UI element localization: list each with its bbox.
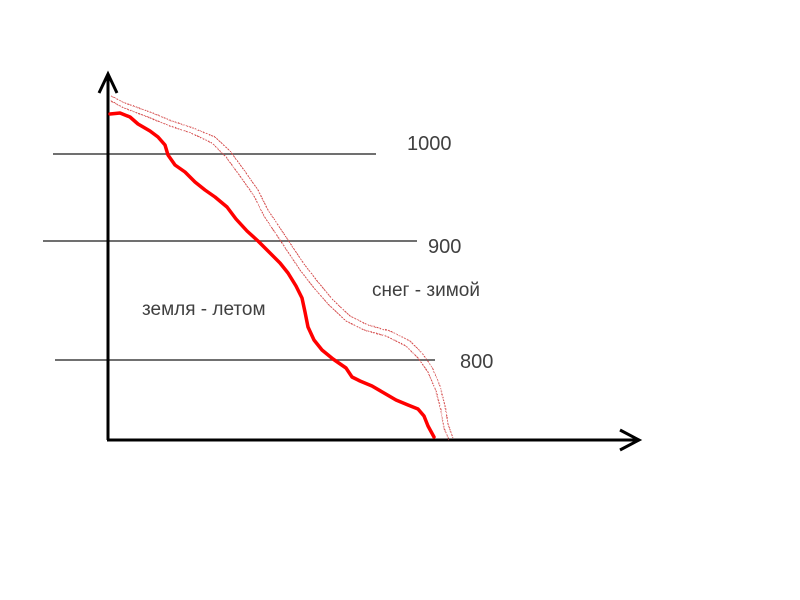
x-axis [107,428,643,452]
level-label-1000: 1000 [407,133,452,155]
y-axis [97,70,119,440]
snow-winter-curve [110,95,454,441]
y-axis-arrow-icon [97,70,119,94]
annotation-snow-winter: снег - зимой [372,280,480,301]
annotation-ground-summer: земля - летом [142,299,266,320]
ground-summer-curve [108,111,436,439]
level-label-800: 800 [460,351,493,373]
x-axis-arrow-icon [619,428,643,452]
level-label-900: 900 [428,236,461,258]
